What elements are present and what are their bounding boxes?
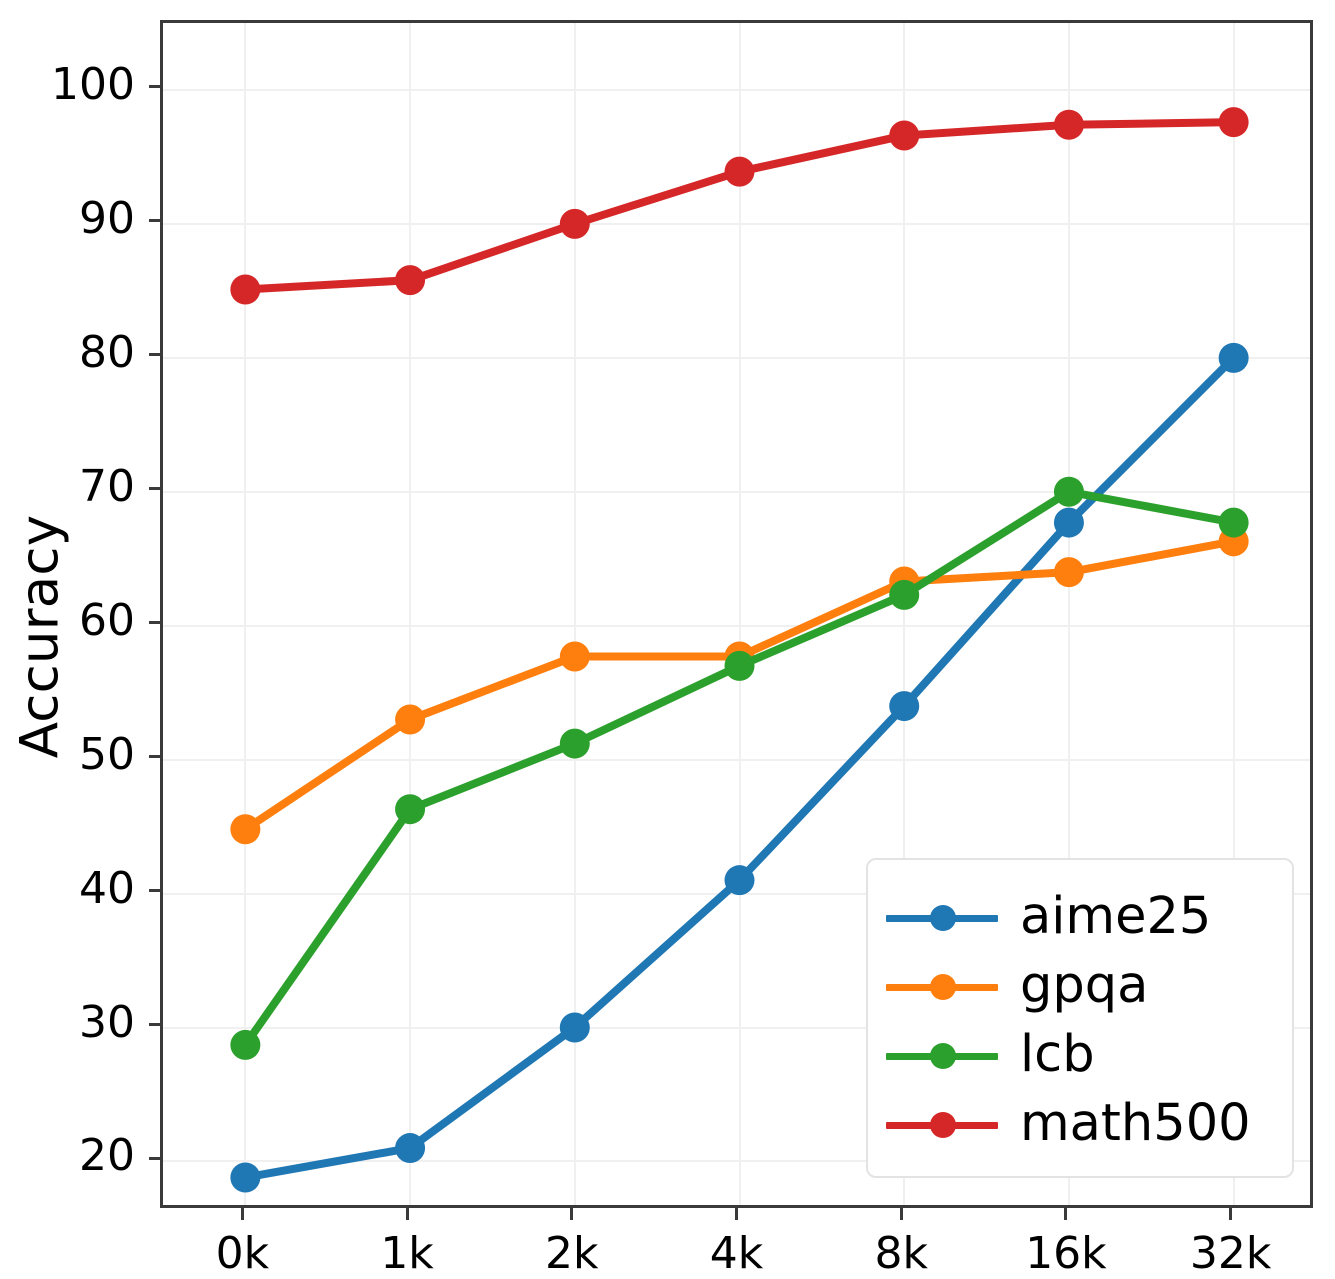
x-tick-mark [1229, 1208, 1233, 1220]
series-math500 [230, 107, 1249, 305]
legend-swatch-icon [886, 1040, 998, 1070]
x-tick-mark [899, 1208, 903, 1220]
gridline-horizontal [163, 624, 1310, 627]
data-point [1053, 557, 1084, 588]
data-point [395, 794, 426, 825]
gridline-vertical [409, 23, 412, 1205]
y-tick-mark [149, 1156, 160, 1160]
chart-legend[interactable]: aime25 gpqa lcb math500 [866, 858, 1294, 1178]
y-tick-label: 80 [79, 326, 135, 378]
y-tick-mark [149, 1023, 160, 1026]
legend-item-aime25[interactable]: aime25 [886, 882, 1270, 951]
gridline-horizontal [163, 1160, 1310, 1163]
legend-item-lcb[interactable]: lcb [886, 1020, 1270, 1089]
data-point [230, 1162, 261, 1193]
data-point [395, 704, 426, 735]
series-lines [230, 107, 1249, 1193]
legend-label: gpqa [1020, 956, 1149, 1015]
x-tick-mark [570, 1208, 574, 1220]
x-tick-label: 8k [874, 1228, 928, 1279]
data-point [889, 691, 920, 722]
gridline-horizontal [163, 1026, 1310, 1029]
y-tick-mark [149, 621, 160, 625]
y-tick-label: 70 [79, 460, 135, 512]
legend-swatch-icon [886, 971, 998, 1001]
y-tick-label: 90 [79, 192, 135, 244]
legend-item-math500[interactable]: math500 [886, 1089, 1270, 1158]
x-tick-mark [735, 1208, 738, 1220]
legend-marker-icon [930, 904, 956, 931]
data-point [559, 208, 590, 239]
legend-swatch-icon [886, 1109, 998, 1139]
legend-marker-icon [930, 1111, 956, 1138]
data-point [559, 1012, 590, 1043]
y-tick-label: 20 [79, 1130, 135, 1182]
gridline-vertical [1067, 23, 1070, 1205]
y-tick-label: 30 [79, 996, 135, 1048]
gridline-vertical [1232, 23, 1235, 1205]
data-point [889, 579, 920, 610]
gridline-horizontal [163, 356, 1310, 359]
legend-label: lcb [1020, 1025, 1095, 1084]
data-point [1053, 476, 1084, 507]
legend-label: math500 [1020, 1094, 1251, 1153]
gridline-vertical [573, 23, 576, 1205]
legend-item-gpqa[interactable]: gpqa [886, 951, 1270, 1020]
gridline-horizontal [163, 88, 1310, 91]
x-tick-label: 32k [1189, 1228, 1272, 1279]
series-line [241, 537, 1238, 834]
x-tick-label: 2k [545, 1228, 599, 1279]
data-point [230, 814, 261, 845]
x-tick-label: 4k [709, 1228, 764, 1279]
data-point [1218, 507, 1249, 538]
data-point [1218, 342, 1249, 373]
y-tick-label: 40 [79, 862, 135, 914]
series-gpqa [230, 526, 1249, 845]
gridline-horizontal [163, 222, 1310, 225]
data-point [395, 1133, 426, 1164]
x-tick-label: 1k [380, 1228, 434, 1279]
gridline-horizontal [163, 490, 1310, 493]
data-point [1218, 107, 1249, 138]
legend-swatch-icon [886, 902, 998, 932]
data-point [889, 120, 920, 151]
x-tick-label: 16k [1025, 1228, 1107, 1279]
series-line [241, 118, 1238, 294]
gridline-vertical [244, 23, 247, 1205]
x-tick-mark [405, 1208, 409, 1220]
series-lcb [230, 476, 1249, 1060]
gridline-vertical [738, 23, 741, 1205]
y-tick-mark [149, 85, 160, 89]
data-point [724, 865, 755, 896]
data-point [559, 728, 590, 759]
data-point [559, 641, 590, 672]
y-tick-label: 100 [51, 58, 135, 110]
y-tick-mark [149, 219, 160, 223]
gridline-vertical [903, 23, 906, 1205]
legend-marker-icon [930, 973, 956, 1000]
data-point [1053, 109, 1084, 140]
y-tick-mark [149, 353, 160, 357]
data-point [230, 1029, 261, 1060]
legend-marker-icon [930, 1042, 956, 1069]
series-aime25 [230, 342, 1249, 1193]
data-point [1053, 507, 1084, 538]
y-tick-label: 50 [79, 728, 135, 780]
plot-area [163, 23, 1310, 1205]
y-tick-mark [149, 889, 160, 893]
x-tick-label: 0k [215, 1228, 270, 1279]
y-tick-mark [149, 755, 160, 759]
data-point [724, 650, 755, 681]
legend-label: aime25 [1020, 887, 1212, 946]
gridline-horizontal [163, 758, 1310, 761]
data-point [724, 156, 755, 187]
y-tick-mark [149, 487, 160, 491]
data-point [395, 265, 426, 296]
y-tick-label: 60 [79, 594, 135, 646]
x-tick-mark [240, 1208, 244, 1220]
data-point [230, 274, 261, 305]
x-tick-mark [1064, 1208, 1068, 1220]
